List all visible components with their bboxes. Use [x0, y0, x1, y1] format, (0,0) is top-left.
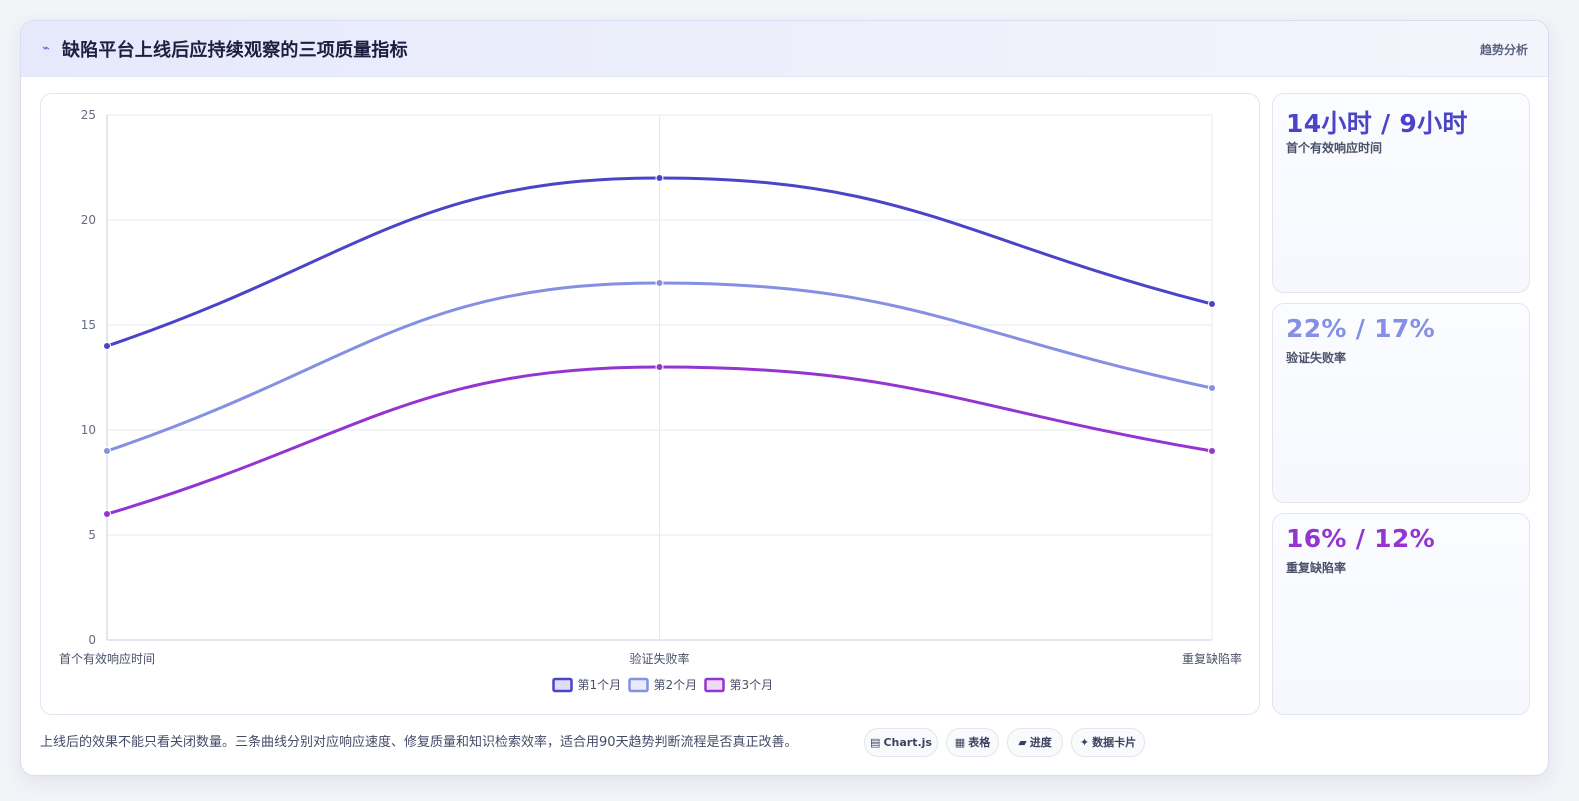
chip-table[interactable]: ▦ 表格	[946, 728, 999, 757]
table-icon: ▦	[954, 736, 966, 749]
data-point	[103, 447, 111, 455]
y-tick-label: 20	[81, 213, 96, 227]
y-tick-label: 0	[88, 633, 96, 647]
chip-label: 表格	[968, 736, 991, 749]
stat-card-duplicate-rate: 16% / 12% 重复缺陷率	[1272, 513, 1530, 715]
data-point	[1208, 384, 1216, 392]
sparkle-icon: ✦	[1079, 736, 1090, 749]
legend-swatch	[704, 677, 725, 693]
stat-label: 验证失败率	[1286, 351, 1347, 365]
data-point	[1208, 300, 1216, 308]
chart-icon: ⌁	[42, 41, 50, 56]
legend-label: 第1个月	[578, 678, 622, 692]
data-point	[1208, 447, 1216, 455]
chip-progress[interactable]: ▰ 进度	[1007, 728, 1063, 757]
y-tick-label: 10	[81, 423, 96, 437]
legend-label: 第2个月	[654, 678, 698, 692]
data-point	[655, 279, 664, 287]
chart-icon: ▤	[870, 736, 881, 749]
stat-value: 22% / 17%	[1286, 314, 1435, 343]
stat-card-response-time: 14小时 / 9小时 首个有效响应时间	[1272, 93, 1530, 293]
y-tick-label: 25	[81, 108, 96, 122]
stat-value: 14小时 / 9小时	[1286, 109, 1468, 138]
data-point	[655, 174, 664, 182]
chip-label: 进度	[1029, 736, 1052, 749]
chip-label: 数据卡片	[1092, 736, 1137, 749]
chart-panel: 0 5 10 15 20 25 首个有效响应时间 验证失败率 重复缺陷率第1个月 第2个月 第3个月	[40, 93, 1260, 715]
legend-label: 第3个月	[730, 678, 774, 692]
chip-label: Chart.js	[883, 736, 932, 749]
legend-swatch	[628, 677, 649, 693]
chip-chartjs[interactable]: ▤ Chart.js	[864, 728, 938, 757]
stat-card-verify-fail-rate: 22% / 17% 验证失败率	[1272, 303, 1530, 503]
y-tick-label: 15	[81, 318, 96, 332]
footnote: 上线后的效果不能只看关闭数量。三条曲线分别对应响应速度、修复质量和知识检索效率，…	[40, 735, 798, 750]
stat-value: 16% / 12%	[1286, 524, 1435, 553]
dashboard-card: ⌁ 缺陷平台上线后应持续观察的三项质量指标 趋势分析 0 5 10 15 20 25 首个有…	[20, 20, 1549, 776]
data-point	[103, 342, 111, 350]
chip-data-card[interactable]: ✦ 数据卡片	[1071, 728, 1145, 757]
trend-analysis-tag: 趋势分析	[1479, 43, 1528, 57]
card-header: ⌁ 缺陷平台上线后应持续观察的三项质量指标 趋势分析	[21, 21, 1548, 77]
stat-label: 首个有效响应时间	[1286, 141, 1383, 155]
data-point	[103, 510, 111, 518]
stat-label: 重复缺陷率	[1286, 561, 1347, 575]
x-tick-label: 重复缺陷率	[1182, 651, 1242, 666]
progress-icon: ▰	[1018, 736, 1027, 749]
x-tick-label: 首个有效响应时间	[59, 651, 155, 666]
x-tick-label: 验证失败率	[629, 651, 689, 666]
legend-swatch	[552, 677, 573, 693]
page-title: 缺陷平台上线后应持续观察的三项质量指标	[62, 40, 408, 61]
data-point	[655, 363, 664, 371]
y-tick-label: 5	[88, 528, 96, 542]
